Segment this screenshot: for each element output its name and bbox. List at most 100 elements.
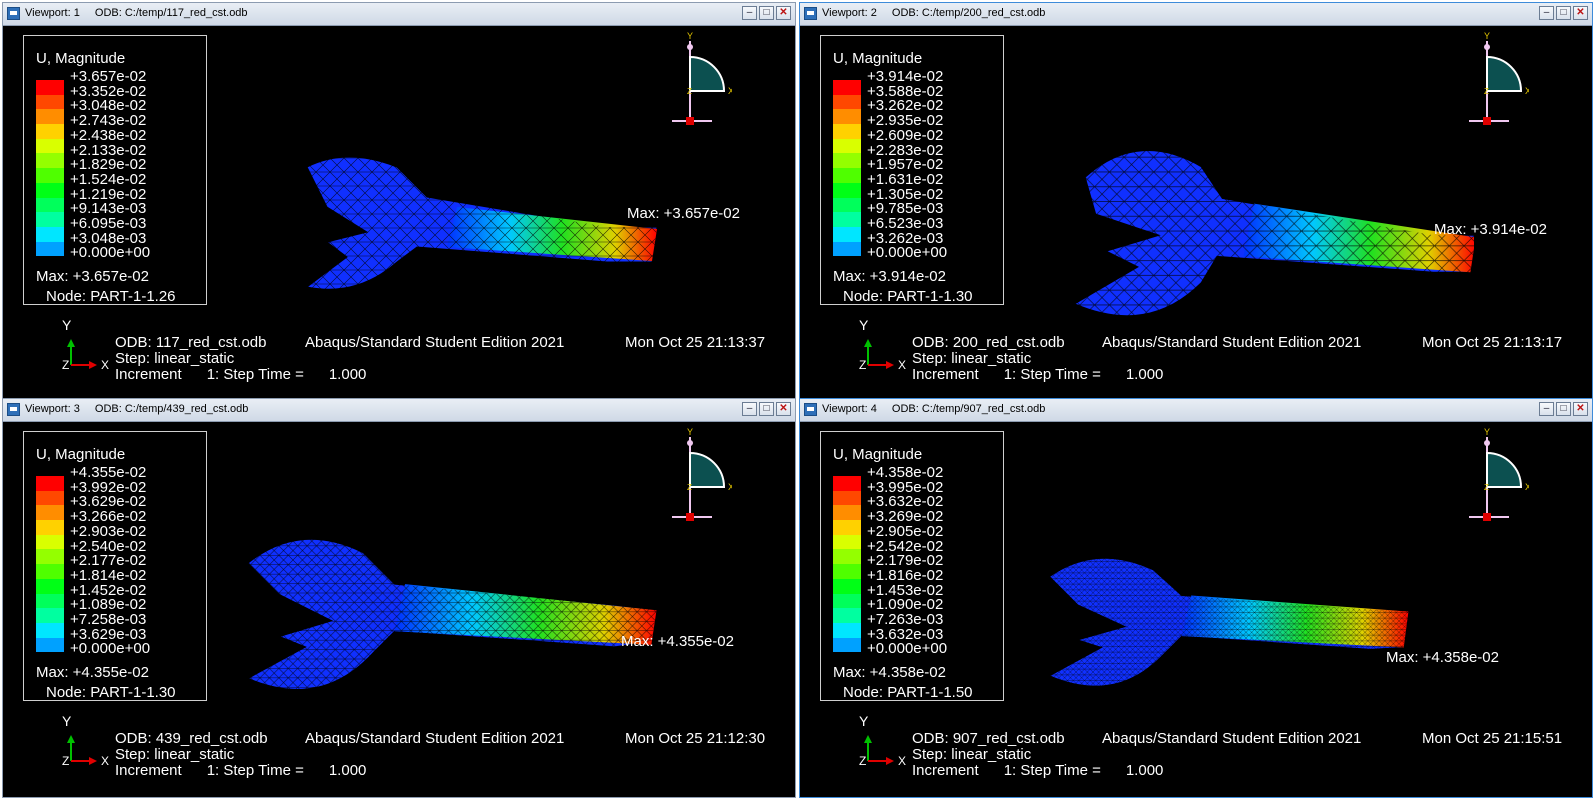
- legend-color-swatch: [833, 212, 861, 227]
- wrench-model[interactable]: [227, 531, 667, 721]
- legend-value: +4.358e-02: [867, 464, 944, 481]
- legend-color-swatch: [833, 520, 861, 535]
- footer-edition: Abaqus/Standard Student Edition 2021: [305, 334, 565, 351]
- legend-value: +3.266e-02: [70, 508, 147, 526]
- legend-color-swatch: [36, 226, 64, 242]
- viewport-number: Viewport: 2: [822, 7, 877, 19]
- legend-value: +0.000e+00: [70, 244, 151, 262]
- max-annotation: Max: +3.657e-02: [627, 205, 740, 222]
- close-button[interactable]: ✕: [1573, 6, 1588, 20]
- legend-title: U, Magnitude: [36, 446, 126, 463]
- viewport-menu-icon[interactable]: [7, 7, 20, 20]
- svg-text:Z: Z: [859, 358, 866, 372]
- legend-color-swatch: [833, 197, 861, 213]
- legend-value: +3.629e-02: [70, 493, 147, 511]
- viewport-canvas[interactable]: U, Magnitude +3.657e-02 +3.352e-02 +3.048e…: [7, 27, 791, 397]
- legend-color-swatch: [833, 241, 861, 257]
- legend-node: Node: PART-1-1.30: [843, 288, 973, 305]
- minimize-button[interactable]: –: [742, 6, 757, 20]
- viewport-odb-path: ODB: C:/temp/907_red_cst.odb: [891, 403, 1046, 415]
- status-footer: ODB: 439_red_cst.odb Abaqus/Standard Stud…: [115, 731, 765, 779]
- legend-value: +3.632e-02: [867, 493, 944, 511]
- viewport-titlebar[interactable]: Viewport: 3 ODB: C:/temp/439_red_cst.odb…: [3, 399, 795, 422]
- footer-date: Mon Oct 25 21:13:17: [1422, 334, 1563, 351]
- svg-text:X: X: [898, 754, 906, 768]
- legend-value: +3.629e-03: [70, 625, 147, 643]
- legend-value: +3.262e-02: [867, 97, 944, 115]
- footer-increment: Increment 1: Step Time = 1.000: [912, 762, 1164, 779]
- legend-node: Node: PART-1-1.50: [843, 684, 973, 701]
- viewport-canvas[interactable]: U, Magnitude +4.358e-02 +3.995e-02 +3.632e…: [804, 423, 1588, 793]
- close-button[interactable]: ✕: [776, 402, 791, 416]
- viewport-odb-path: ODB: C:/temp/439_red_cst.odb: [94, 403, 249, 415]
- legend-value: +3.657e-02: [70, 68, 147, 85]
- viewport-menu-icon[interactable]: [7, 403, 20, 416]
- wrench-model[interactable]: [1029, 553, 1429, 723]
- svg-text:Y: Y: [687, 427, 693, 437]
- viewport-title: Viewport: 1 ODB: C:/temp/117_red_cst.odb: [25, 7, 248, 19]
- minimize-button[interactable]: –: [1539, 402, 1554, 416]
- max-annotation: Max: +4.355e-02: [621, 633, 734, 650]
- svg-text:Z: Z: [687, 483, 692, 492]
- svg-text:Y: Y: [1484, 427, 1490, 437]
- legend-value: +2.179e-02: [867, 552, 944, 570]
- legend-color-swatch: [36, 564, 64, 579]
- footer-odb: ODB: 907_red_cst.odb: [912, 730, 1065, 747]
- viewport-1[interactable]: Viewport: 1 ODB: C:/temp/117_red_cst.odb…: [2, 2, 796, 402]
- legend-color-swatch: [36, 549, 64, 565]
- maximize-button[interactable]: □: [759, 6, 774, 20]
- viewport-canvas[interactable]: U, Magnitude +3.914e-02 +3.588e-02 +3.262e…: [804, 27, 1588, 397]
- legend-color-swatch: [833, 168, 861, 183]
- viewport-title: Viewport: 4 ODB: C:/temp/907_red_cst.odb: [822, 403, 1045, 415]
- maximize-button[interactable]: □: [1556, 402, 1571, 416]
- footer-date: Mon Oct 25 21:15:51: [1422, 730, 1563, 747]
- minimize-button[interactable]: –: [742, 402, 757, 416]
- legend-value: +7.258e-03: [70, 611, 147, 629]
- legend-color-bar: [36, 476, 64, 653]
- global-triad-icon: Z X: [859, 735, 906, 768]
- maximize-button[interactable]: □: [759, 402, 774, 416]
- viewport-canvas[interactable]: U, Magnitude +4.355e-02 +3.992e-02 +3.629e…: [7, 423, 791, 793]
- legend-value: +2.935e-02: [867, 112, 944, 130]
- viewport-titlebar[interactable]: Viewport: 4 ODB: C:/temp/907_red_cst.odb…: [800, 399, 1592, 422]
- legend-color-swatch: [833, 549, 861, 565]
- viewport-2[interactable]: Viewport: 2 ODB: C:/temp/200_red_cst.odb…: [799, 2, 1593, 402]
- contour-legend: U, Magnitude +4.358e-02 +3.995e-02 +3.632e…: [820, 431, 1004, 701]
- viewport-number: Viewport: 3: [25, 403, 80, 415]
- legend-color-swatch: [833, 80, 861, 95]
- mini-triad-y-label: Y: [859, 713, 869, 729]
- legend-color-swatch: [36, 490, 64, 506]
- legend-value: +3.995e-02: [867, 478, 944, 496]
- footer-edition: Abaqus/Standard Student Edition 2021: [1102, 334, 1362, 351]
- viewport-titlebar[interactable]: Viewport: 1 ODB: C:/temp/117_red_cst.odb…: [3, 3, 795, 26]
- legend-value: +3.269e-02: [867, 508, 944, 526]
- legend-color-swatch: [36, 637, 64, 653]
- footer-step: Step: linear_static: [912, 746, 1032, 763]
- legend-value: +2.283e-02: [867, 141, 944, 159]
- footer-edition: Abaqus/Standard Student Edition 2021: [1102, 730, 1362, 747]
- viewport-menu-icon[interactable]: [804, 7, 817, 20]
- wrench-model[interactable]: [1034, 135, 1474, 325]
- legend-value: +3.632e-03: [867, 625, 944, 643]
- legend-value: +2.133e-02: [70, 141, 147, 159]
- svg-text:Z: Z: [62, 754, 69, 768]
- wrench-model[interactable]: [267, 137, 667, 317]
- legend-value: +1.631e-02: [867, 170, 944, 188]
- minimize-button[interactable]: –: [1539, 6, 1554, 20]
- legend-value: +3.262e-03: [867, 229, 944, 247]
- svg-text:Z: Z: [1484, 483, 1489, 492]
- legend-color-swatch: [36, 241, 64, 257]
- maximize-button[interactable]: □: [1556, 6, 1571, 20]
- status-footer: ODB: 117_red_cst.odb Abaqus/Standard Stud…: [115, 335, 765, 383]
- viewport-4[interactable]: Viewport: 4 ODB: C:/temp/907_red_cst.odb…: [799, 398, 1593, 798]
- close-button[interactable]: ✕: [776, 6, 791, 20]
- viewport-3[interactable]: Viewport: 3 ODB: C:/temp/439_red_cst.odb…: [2, 398, 796, 798]
- legend-value: +2.609e-02: [867, 126, 944, 144]
- status-footer: ODB: 907_red_cst.odb Abaqus/Standard Stud…: [912, 731, 1562, 779]
- close-button[interactable]: ✕: [1573, 402, 1588, 416]
- legend-node: Node: PART-1-1.26: [46, 288, 176, 305]
- legend-color-swatch: [833, 153, 861, 169]
- viewport-titlebar[interactable]: Viewport: 2 ODB: C:/temp/200_red_cst.odb…: [800, 3, 1592, 26]
- legend-value: +1.816e-02: [867, 566, 944, 584]
- viewport-menu-icon[interactable]: [804, 403, 817, 416]
